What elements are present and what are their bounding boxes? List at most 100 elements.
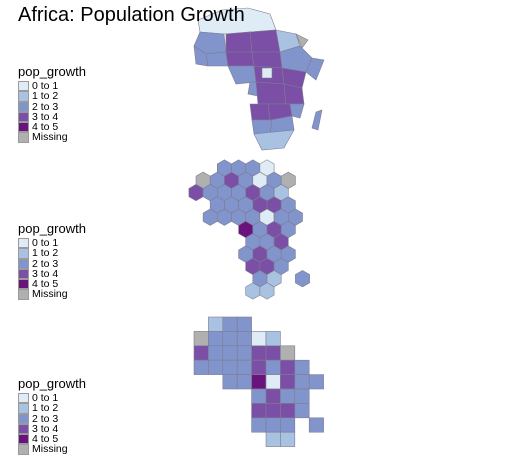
grid-cell bbox=[222, 345, 238, 361]
grid-cell bbox=[193, 359, 209, 375]
grid-cell bbox=[265, 388, 281, 404]
grid-cell bbox=[208, 345, 224, 361]
legend-swatch bbox=[18, 122, 29, 133]
legend-label: 1 to 2 bbox=[32, 90, 59, 103]
grid-cell bbox=[251, 345, 267, 361]
legend-swatch bbox=[18, 423, 29, 435]
legend-label: 1 to 2 bbox=[32, 402, 59, 415]
legend-label: 4 to 5 bbox=[32, 121, 59, 134]
grid-cell bbox=[294, 374, 310, 390]
grid-cell bbox=[308, 417, 324, 433]
grid-cell bbox=[251, 374, 267, 390]
legend-item: 2 to 3 bbox=[18, 257, 86, 270]
grid-cell bbox=[208, 331, 224, 347]
legend-label: 1 to 2 bbox=[32, 247, 59, 260]
legend-item: 1 to 2 bbox=[18, 402, 86, 415]
grid-cell bbox=[280, 431, 296, 447]
grid-cell bbox=[251, 388, 267, 404]
legend-label: 3 to 4 bbox=[32, 110, 59, 123]
page-title: Africa: Population Growth bbox=[18, 4, 245, 26]
grid-cell bbox=[280, 388, 296, 404]
legend-swatch bbox=[18, 111, 29, 123]
legend-item: 2 to 3 bbox=[18, 412, 86, 425]
grid-cell bbox=[265, 359, 281, 375]
legend-swatch bbox=[18, 132, 29, 143]
legend-item: 4 to 5 bbox=[18, 121, 86, 134]
grid-cell bbox=[251, 417, 267, 433]
grid-cell bbox=[193, 345, 209, 361]
legend-label: Missing bbox=[32, 443, 68, 456]
grid-cell bbox=[222, 374, 238, 390]
grid-cell bbox=[280, 359, 296, 375]
legend-swatch bbox=[18, 279, 29, 290]
map-region bbox=[289, 103, 305, 119]
grid-cell bbox=[265, 417, 281, 433]
legend-swatch bbox=[18, 238, 29, 249]
grid-cell bbox=[222, 331, 238, 347]
legend-swatch bbox=[18, 91, 29, 102]
grid-cell bbox=[208, 316, 224, 332]
grid-cell bbox=[236, 374, 252, 390]
legend-label: 2 to 3 bbox=[32, 257, 59, 270]
grid-cell bbox=[308, 374, 324, 390]
map-region bbox=[261, 67, 273, 79]
legend-label: 2 to 3 bbox=[32, 100, 59, 113]
legend-swatch bbox=[18, 393, 29, 404]
grid-cell bbox=[236, 331, 252, 347]
legend-item: 0 to 1 bbox=[18, 393, 86, 403]
grid-cell bbox=[222, 316, 238, 332]
legend-item: Missing bbox=[18, 288, 86, 301]
hex-cell bbox=[259, 282, 275, 300]
grid-cell bbox=[236, 345, 252, 361]
legend-label: 0 to 1 bbox=[32, 80, 59, 92]
legend-label: Missing bbox=[32, 288, 68, 301]
legend-swatch bbox=[18, 258, 29, 269]
grid-cell bbox=[265, 403, 281, 419]
legend-item: 4 to 5 bbox=[18, 433, 86, 446]
legend-item: 3 to 4 bbox=[18, 423, 86, 435]
grid-cell bbox=[193, 331, 209, 347]
legend-label: Missing bbox=[32, 131, 68, 144]
legend-swatch bbox=[18, 101, 29, 112]
grid-cell bbox=[208, 359, 224, 375]
grid-cell bbox=[294, 403, 310, 419]
grid-cell bbox=[280, 417, 296, 433]
legend-label: 0 to 1 bbox=[32, 237, 59, 249]
legend-swatch bbox=[18, 268, 29, 280]
legend-swatch bbox=[18, 434, 29, 445]
legend-title: pop_growth bbox=[18, 221, 86, 236]
legend-label: 4 to 5 bbox=[32, 433, 59, 446]
map-region bbox=[295, 33, 309, 49]
grid-cell bbox=[222, 359, 238, 375]
legend-swatch bbox=[18, 289, 29, 300]
legend-item: 0 to 1 bbox=[18, 81, 86, 91]
legend-swatch bbox=[18, 81, 29, 92]
legend-swatch bbox=[18, 413, 29, 424]
grid-cell bbox=[236, 316, 252, 332]
legend-swatch bbox=[18, 248, 29, 259]
legend-label: 2 to 3 bbox=[32, 412, 59, 425]
legend-item: 2 to 3 bbox=[18, 100, 86, 113]
legend-item: Missing bbox=[18, 443, 86, 456]
legend-item: 0 to 1 bbox=[18, 238, 86, 248]
grid-cell bbox=[294, 388, 310, 404]
grid-cell bbox=[236, 359, 252, 375]
legend-label: 0 to 1 bbox=[32, 392, 59, 404]
grid-cell bbox=[280, 345, 296, 361]
legend-title: pop_growth bbox=[18, 376, 86, 391]
legend-swatch bbox=[18, 403, 29, 414]
grid-cell bbox=[265, 345, 281, 361]
legend-item: 1 to 2 bbox=[18, 247, 86, 260]
grid-cell bbox=[251, 403, 267, 419]
grid-cell bbox=[280, 403, 296, 419]
map-region bbox=[253, 129, 295, 151]
legend-swatch bbox=[18, 444, 29, 455]
grid-cell bbox=[294, 359, 310, 375]
grid-cell bbox=[251, 359, 267, 375]
legend-item: 4 to 5 bbox=[18, 279, 86, 290]
map-region bbox=[305, 57, 325, 81]
